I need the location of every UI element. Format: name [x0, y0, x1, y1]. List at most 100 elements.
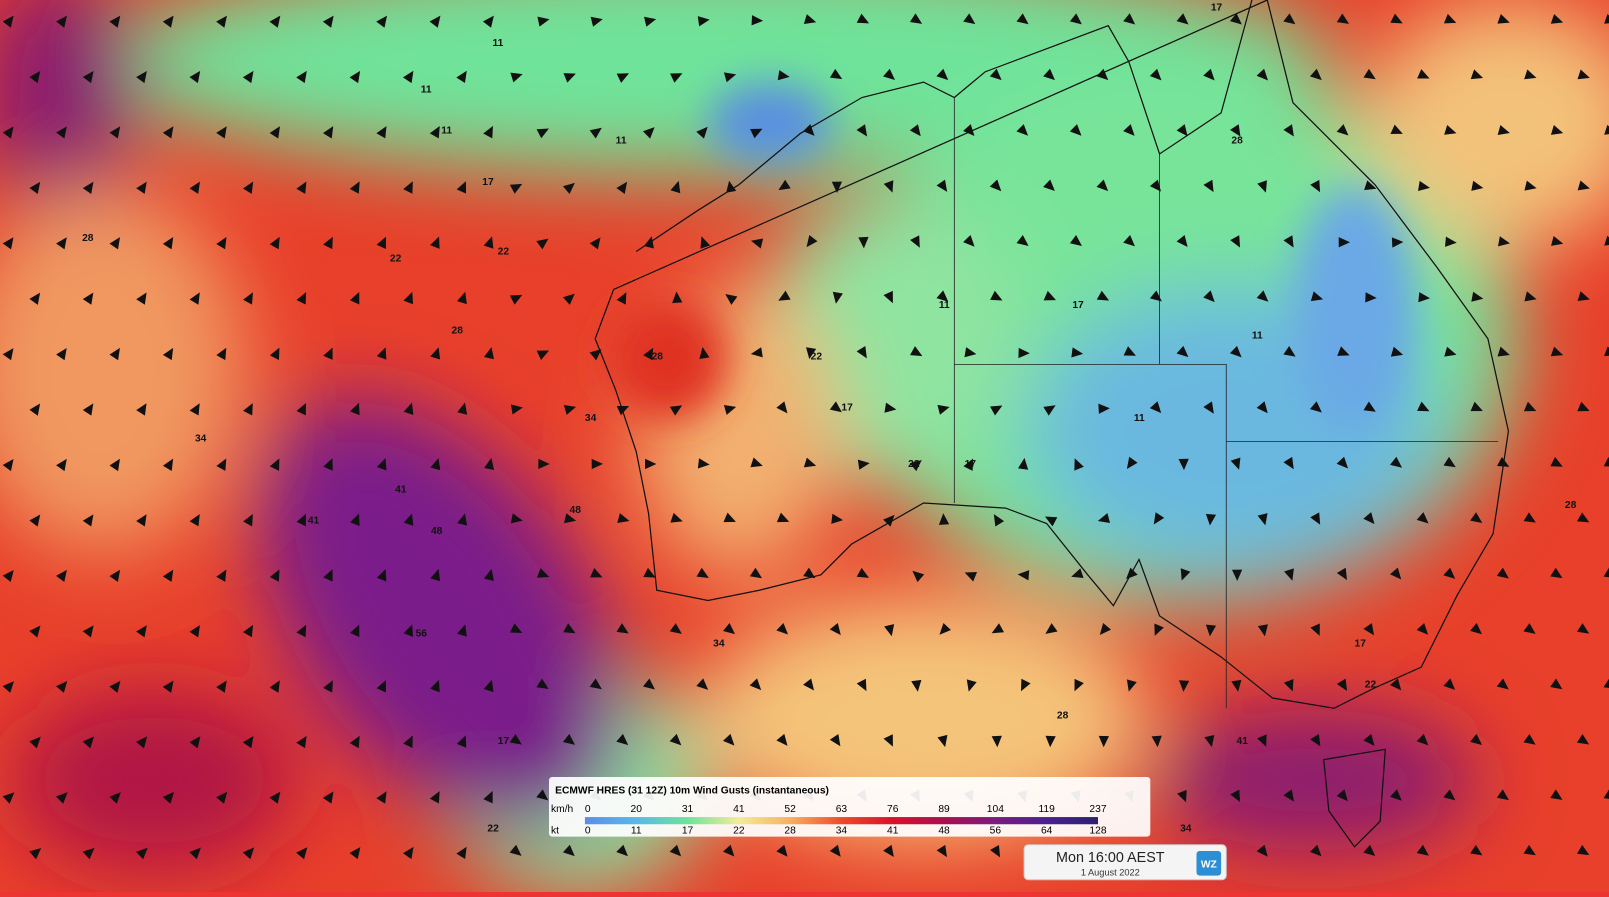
arrow	[1074, 678, 1084, 692]
contour-label: 17	[1355, 639, 1367, 650]
arrow	[323, 236, 333, 250]
arrow	[1176, 235, 1188, 248]
arrow	[696, 126, 708, 139]
arrow	[1149, 68, 1162, 81]
arrow	[1310, 512, 1321, 525]
arrow	[990, 290, 1003, 301]
arrow	[806, 347, 817, 360]
arrow	[296, 402, 306, 416]
arrow	[322, 791, 334, 804]
arrow	[189, 403, 200, 416]
arrow	[242, 70, 254, 84]
arrow	[1309, 844, 1322, 857]
arrow	[403, 735, 413, 748]
arrow	[1497, 13, 1510, 24]
arrow	[82, 625, 94, 638]
arrow	[403, 291, 414, 305]
arrow	[938, 513, 950, 525]
arrow	[482, 15, 494, 28]
arrow	[269, 680, 280, 693]
arrow	[563, 73, 576, 83]
arrow	[1257, 513, 1268, 526]
arrow	[109, 569, 121, 582]
arrow	[1044, 516, 1058, 527]
arrow	[723, 623, 735, 635]
arrow	[1470, 733, 1483, 746]
arrow	[1390, 13, 1403, 24]
arrow	[645, 458, 657, 470]
arrow	[1154, 623, 1164, 636]
arrow	[989, 68, 1002, 81]
arrow	[323, 458, 333, 471]
contour-label: 28	[452, 326, 464, 337]
arrow	[1497, 346, 1510, 357]
contour-label: 11	[421, 84, 432, 95]
legend-tick-label: 31	[682, 804, 694, 815]
arrow	[1496, 678, 1509, 690]
legend-title: ECMWF HRES (31 12Z) 10m Wind Gusts (inst…	[555, 785, 829, 796]
contour-label: 22	[1365, 680, 1377, 691]
arrow	[483, 568, 494, 581]
contour-label: 11	[1252, 331, 1263, 342]
arrow	[963, 458, 974, 471]
arrow	[1445, 236, 1457, 247]
contour-label: 28	[82, 233, 94, 244]
arrow	[669, 405, 683, 416]
arrow	[483, 125, 493, 139]
arrow	[536, 128, 549, 139]
arrow	[56, 458, 67, 472]
arrow	[189, 847, 201, 860]
arrow	[1149, 179, 1162, 192]
arrow	[216, 15, 227, 28]
legend-tick-label: 41	[887, 825, 899, 836]
contour-label: 34	[195, 433, 207, 444]
arrow	[509, 183, 523, 194]
arrow	[1471, 291, 1484, 302]
legend-tick-label: 22	[733, 825, 745, 836]
arrow	[1470, 401, 1483, 412]
arrow	[1444, 346, 1457, 357]
arrow	[430, 568, 441, 582]
arrow	[456, 70, 467, 84]
arrow	[1363, 623, 1375, 636]
arrow	[883, 514, 895, 527]
time-box: Mon 16:00 AEST 1 August 2022 WZ	[1023, 844, 1227, 881]
arrow	[1337, 346, 1350, 356]
arrow	[1470, 844, 1483, 856]
arrow	[1283, 124, 1294, 137]
arrow	[696, 678, 709, 690]
legend-tick-label: 48	[938, 825, 950, 836]
arrow	[1470, 623, 1482, 635]
arrow	[669, 844, 682, 857]
arrow	[216, 791, 228, 804]
arrow	[1256, 844, 1268, 857]
arrow	[857, 459, 870, 470]
arrow	[909, 124, 921, 137]
arrow	[910, 346, 923, 357]
arrow	[829, 68, 843, 80]
arrow	[616, 733, 629, 746]
arrow	[1443, 567, 1456, 579]
arrow	[162, 237, 174, 250]
arrow	[1283, 13, 1296, 25]
time-date: 1 August 2022	[1081, 868, 1140, 878]
arrow	[1550, 789, 1563, 800]
arrow	[349, 624, 360, 638]
arrow	[589, 349, 602, 361]
legend-unit: km/h	[551, 804, 574, 815]
arrow	[803, 678, 815, 691]
arrow	[322, 15, 334, 28]
arrow	[162, 569, 174, 582]
arrow	[136, 403, 147, 416]
arrow	[1577, 69, 1590, 80]
arrow	[376, 15, 388, 28]
arrow	[189, 292, 200, 305]
legend: ECMWF HRES (31 12Z) 10m Wind Gusts (inst…	[548, 777, 1151, 837]
arrow	[1229, 13, 1242, 25]
arrow	[162, 126, 174, 139]
arrow	[1176, 345, 1189, 358]
arrow	[1284, 568, 1294, 581]
arrow	[376, 347, 387, 360]
